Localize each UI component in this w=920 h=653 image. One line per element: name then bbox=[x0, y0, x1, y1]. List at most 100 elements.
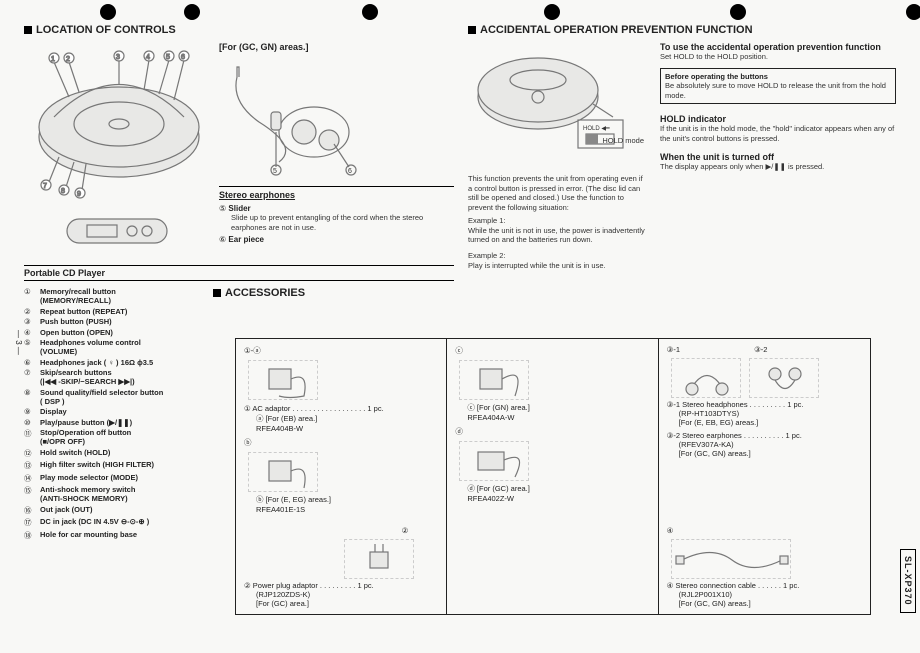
control-item: ⑱ Hole for car mounting base bbox=[24, 530, 199, 541]
control-item: ⑥Headphones jack ( ♀ ) 16Ω ϕ3.5 bbox=[24, 358, 199, 367]
accessory-cell: ①-ⓐ ① AC adaptor . . . . . . . . . . . .… bbox=[236, 339, 447, 520]
svg-text:6: 6 bbox=[181, 54, 185, 61]
square-bullet-icon bbox=[468, 26, 476, 34]
control-num: ③ bbox=[24, 317, 36, 326]
section-accidental-prevention: ACCIDENTAL OPERATION PREVENTION FUNCTION bbox=[468, 24, 896, 36]
plug-adaptor-image bbox=[344, 539, 414, 579]
square-bullet-icon bbox=[24, 26, 32, 34]
control-text: Push button (PUSH) bbox=[40, 317, 112, 326]
control-item: ⑪Stop/Operation off button(■/OPR OFF) bbox=[24, 428, 199, 446]
section-title: ACCIDENTAL OPERATION PREVENTION FUNCTION bbox=[480, 24, 753, 36]
control-item: ④Open button (OPEN) bbox=[24, 328, 199, 337]
control-item: ⑤Headphones volume control(VOLUME) bbox=[24, 338, 199, 356]
headphones-image bbox=[671, 358, 741, 398]
svg-text:5: 5 bbox=[166, 54, 170, 61]
control-num: ⑬ bbox=[24, 460, 36, 471]
control-text: Headphones volume control(VOLUME) bbox=[40, 338, 141, 356]
svg-text:2: 2 bbox=[66, 56, 70, 63]
control-num: ⑥ bbox=[24, 358, 36, 367]
control-text: Display bbox=[40, 407, 67, 416]
ac-adaptor-image bbox=[459, 441, 529, 481]
control-item: ⑮Anti-shock memory switch(ANTI-SHOCK MEM… bbox=[24, 485, 199, 503]
model-tag: SL-XP370 bbox=[900, 549, 916, 613]
svg-text:HOLD ◀━: HOLD ◀━ bbox=[583, 126, 610, 132]
acc-line: (RFEV307A-KA) bbox=[679, 440, 734, 449]
ac-adaptor-image bbox=[248, 452, 318, 492]
section-title: ACCESSORIES bbox=[225, 287, 305, 299]
control-num: ⑤ bbox=[24, 338, 36, 356]
example2-text: Play is interrupted while the unit is in… bbox=[468, 261, 648, 271]
control-item: ⑫ Hold switch (HOLD) bbox=[24, 448, 199, 459]
ac-adaptor-image bbox=[459, 360, 529, 400]
acc-head: ④ bbox=[667, 526, 674, 535]
acc-head: ①-ⓐ bbox=[244, 345, 261, 356]
control-num: ⑪ bbox=[24, 428, 36, 446]
acc-head: ⓓ bbox=[455, 426, 463, 437]
acc-line: ⓒ [For (GN) area.] bbox=[467, 403, 530, 412]
portable-cd-player-title: Portable CD Player bbox=[24, 265, 454, 281]
control-text: Repeat button (REPEAT) bbox=[40, 307, 127, 316]
cd-player-diagram: 1 2 3 4 5 6 7 8 9 bbox=[24, 42, 209, 207]
control-item: ⑧Sound quality/field selector button( DS… bbox=[24, 388, 199, 406]
before-operating-box: Before operating the buttons Be absolute… bbox=[660, 68, 896, 105]
acc-line: ⓑ [For (E, EG) areas.] bbox=[256, 495, 331, 504]
area-note: [For (GC, GN) areas.] bbox=[219, 42, 454, 52]
section-accessories: ACCESSORIES bbox=[213, 287, 454, 299]
section-location-controls: LOCATION OF CONTROLS bbox=[24, 24, 454, 36]
control-text: Open button (OPEN) bbox=[40, 328, 113, 337]
earphone-diagram: 5 6 bbox=[219, 62, 369, 182]
hold-indicator-text: If the unit is in the hold mode, the "ho… bbox=[660, 124, 896, 144]
control-num: ⑮ bbox=[24, 485, 36, 503]
page-number: — 3 — bbox=[14, 330, 23, 355]
control-text: Memory/recall button(MEMORY/RECALL) bbox=[40, 287, 116, 305]
before-text: Be absolutely sure to move HOLD to relea… bbox=[665, 81, 886, 100]
accessories-grid: ①-ⓐ ① AC adaptor . . . . . . . . . . . .… bbox=[235, 338, 871, 615]
acc-head: ⓒ bbox=[455, 345, 463, 356]
control-num: ⑨ bbox=[24, 407, 36, 416]
control-text: Hold switch (HOLD) bbox=[40, 448, 110, 459]
control-item: ⑭Play mode selector (MODE) bbox=[24, 473, 199, 484]
acc-line: ⓓ [For (GC) area.] bbox=[467, 484, 530, 493]
before-title: Before operating the buttons bbox=[665, 72, 768, 81]
acc-line: [For (GC, GN) areas.] bbox=[679, 449, 751, 458]
acc-line: RFEA404B-W bbox=[256, 424, 303, 433]
acc-line: [For (GC) area.] bbox=[256, 599, 309, 608]
control-num: ⑱ bbox=[24, 530, 36, 541]
accessory-cell: ② ② Power plug adaptor . . . . . . . . .… bbox=[236, 520, 447, 614]
acc-head: ② bbox=[402, 526, 409, 535]
control-text: Hole for car mounting base bbox=[40, 530, 137, 541]
control-item: ⑬High filter switch (HIGH FILTER) bbox=[24, 460, 199, 471]
stereo-earphones-title: Stereo earphones bbox=[219, 190, 454, 200]
control-text: Play/pause button (▶/❚❚) bbox=[40, 418, 132, 427]
control-num: ⑫ bbox=[24, 448, 36, 459]
control-item: ①Memory/recall button(MEMORY/RECALL) bbox=[24, 287, 199, 305]
connection-cable-image bbox=[671, 539, 791, 579]
control-text: Anti-shock memory switch(ANTI-SHOCK MEMO… bbox=[40, 485, 135, 503]
slider-num: ⑤ bbox=[219, 204, 226, 213]
control-text: Sound quality/field selector button( DSP… bbox=[40, 388, 163, 406]
control-num: ⑦ bbox=[24, 368, 36, 386]
slider-text: Slide up to prevent entangling of the co… bbox=[231, 213, 454, 233]
svg-text:8: 8 bbox=[61, 188, 65, 195]
prevention-p1: This function prevents the unit from ope… bbox=[468, 174, 648, 213]
control-item: ⑰DC in jack (DC IN 4.5V ⊖-⊙-⊕ ) bbox=[24, 517, 199, 528]
unit-off-text: The display appears only when ▶/❚❚ is pr… bbox=[660, 162, 896, 172]
control-text: Out jack (OUT) bbox=[40, 505, 93, 516]
svg-text:4: 4 bbox=[146, 54, 150, 61]
accessory-cell: ⓒ ⓒ [For (GN) area.] RFEA404A-W ⓓ ⓓ [For… bbox=[447, 339, 658, 520]
acc-line: (RP-HT103DTYS) bbox=[679, 409, 739, 418]
accessory-cell: ④ ④ Stereo connection cable . . . . . . … bbox=[659, 520, 870, 614]
control-text: Stop/Operation off button(■/OPR OFF) bbox=[40, 428, 131, 446]
control-text: Skip/search buttons(|◀◀ -SKIP/−SEARCH ▶▶… bbox=[40, 368, 135, 386]
acc-line: ⓐ [For (EB) area.] bbox=[256, 414, 317, 423]
control-text: DC in jack (DC IN 4.5V ⊖-⊙-⊕ ) bbox=[40, 517, 149, 528]
control-item: ⑯ Out jack (OUT) bbox=[24, 505, 199, 516]
unit-off-title: When the unit is turned off bbox=[660, 152, 896, 162]
example2-label: Example 2: bbox=[468, 251, 648, 261]
acc-line: (RJL2P001X10) bbox=[679, 590, 732, 599]
earphones-image bbox=[749, 358, 819, 398]
svg-text:6: 6 bbox=[348, 168, 352, 175]
control-num: ⑯ bbox=[24, 505, 36, 516]
example1-text: While the unit is not in use, the power … bbox=[468, 226, 648, 246]
svg-text:9: 9 bbox=[77, 191, 81, 198]
